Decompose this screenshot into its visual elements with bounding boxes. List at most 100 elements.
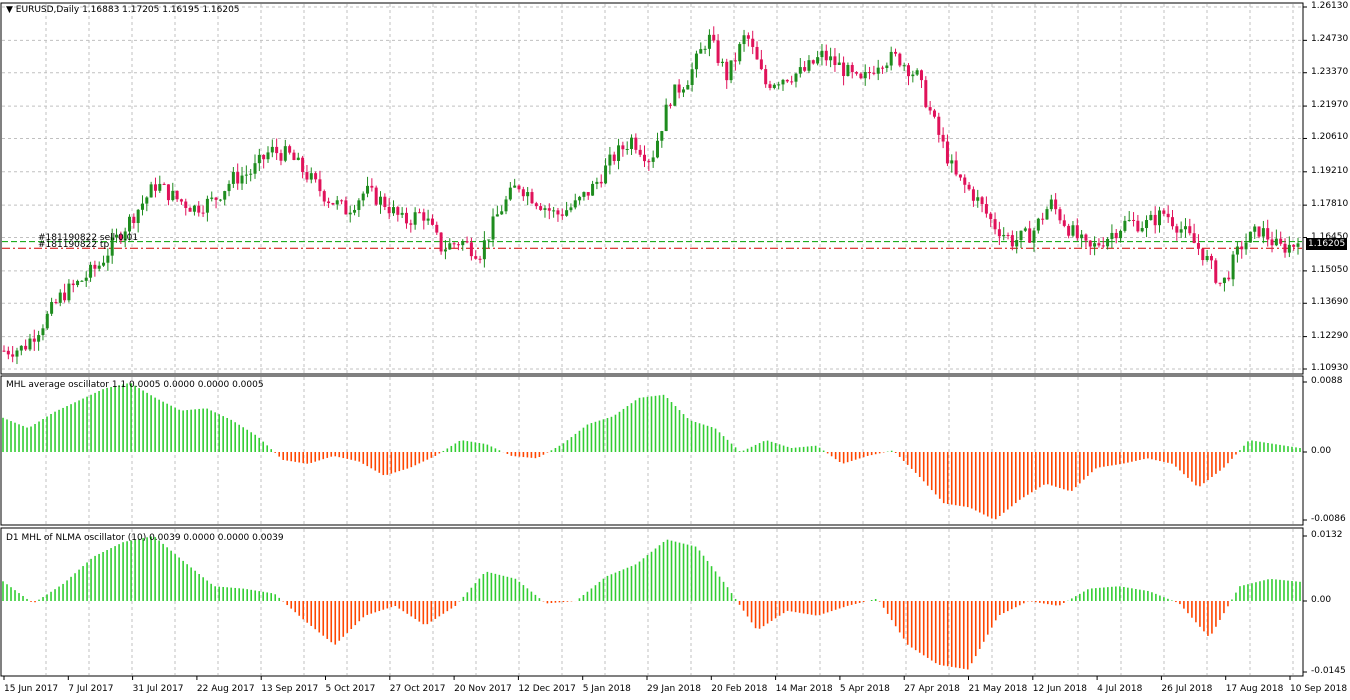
candle-body bbox=[253, 163, 257, 174]
candle-body bbox=[738, 44, 742, 62]
candle-body bbox=[318, 179, 322, 192]
chart-header: ▼ EURUSD,Daily 1.16883 1.17205 1.16195 1… bbox=[6, 5, 240, 15]
candle-body bbox=[1253, 226, 1257, 232]
candle-body bbox=[919, 70, 923, 81]
candle-body bbox=[192, 205, 196, 212]
time-label: 29 Jan 2018 bbox=[647, 684, 701, 694]
candle-body bbox=[980, 197, 984, 205]
candle-body bbox=[586, 192, 590, 196]
candle-body bbox=[97, 265, 101, 269]
candle-body bbox=[1028, 228, 1032, 243]
scale-label: 1.19210 bbox=[1311, 165, 1349, 176]
candle-body bbox=[1248, 231, 1252, 243]
candle-body bbox=[837, 62, 841, 65]
collapse-triangle-icon[interactable]: ▼ bbox=[6, 5, 13, 15]
candle-body bbox=[746, 35, 750, 39]
candle-body bbox=[889, 51, 893, 66]
candle-body bbox=[1062, 220, 1066, 226]
candle-body bbox=[604, 165, 608, 184]
candle-body bbox=[123, 231, 127, 241]
candle-body bbox=[673, 84, 677, 106]
time-label: 27 Oct 2017 bbox=[389, 684, 446, 694]
candle-body bbox=[798, 67, 802, 74]
candle-body bbox=[1145, 220, 1149, 229]
candle-body bbox=[703, 48, 707, 50]
candle-body bbox=[552, 210, 556, 212]
candle-body bbox=[1179, 229, 1183, 233]
candle-body bbox=[2, 350, 6, 352]
candle-body bbox=[391, 207, 395, 214]
candle-body bbox=[482, 240, 486, 260]
time-label: 17 Aug 2018 bbox=[1225, 684, 1284, 694]
candle-body bbox=[1201, 248, 1205, 261]
candle-body bbox=[863, 72, 867, 79]
candle-body bbox=[958, 174, 962, 178]
candle-body bbox=[967, 184, 971, 190]
candle-body bbox=[1002, 234, 1006, 237]
candle-body bbox=[1209, 255, 1213, 261]
candle-body bbox=[941, 134, 945, 142]
candle-body bbox=[928, 107, 932, 111]
scale-label: 0.00 bbox=[1311, 595, 1332, 605]
time-label: 14 Mar 2018 bbox=[775, 684, 833, 694]
scale-label: 0.00 bbox=[1311, 446, 1332, 456]
candle-body bbox=[487, 239, 491, 241]
candle-body bbox=[149, 184, 153, 198]
candle-body bbox=[1067, 225, 1071, 236]
candle-body bbox=[448, 243, 452, 250]
candle-body bbox=[24, 345, 28, 350]
candle-body bbox=[461, 241, 465, 246]
scale-label: 1.20610 bbox=[1311, 132, 1349, 143]
candle-body bbox=[1127, 219, 1131, 221]
current-price-box: 1.16205 bbox=[1306, 238, 1348, 250]
candle-body bbox=[1218, 282, 1222, 284]
candle-body bbox=[534, 203, 538, 207]
candle-body bbox=[859, 73, 863, 79]
candle-body bbox=[370, 185, 374, 188]
candle-body bbox=[478, 258, 482, 260]
candle-body bbox=[387, 206, 391, 214]
candle-body bbox=[452, 243, 456, 245]
candle-body bbox=[1166, 213, 1170, 218]
candle-body bbox=[469, 242, 473, 257]
osc2-title: D1 MHL of NLMA oscillator (10) 0.0039 0.… bbox=[6, 533, 284, 543]
candle-body bbox=[166, 184, 170, 201]
candle-body bbox=[612, 154, 616, 162]
candle-body bbox=[89, 264, 93, 278]
candle-body bbox=[413, 212, 417, 225]
candle-body bbox=[517, 185, 521, 190]
time-label: 27 Apr 2018 bbox=[904, 684, 960, 694]
candle-body bbox=[569, 207, 573, 211]
candle-body bbox=[716, 40, 720, 63]
time-label: 10 Sep 2018 bbox=[1290, 684, 1348, 694]
candle-body bbox=[915, 70, 919, 75]
candle-body bbox=[45, 313, 49, 329]
candle-body bbox=[578, 196, 582, 201]
candle-body bbox=[231, 172, 235, 184]
candle-body bbox=[37, 335, 41, 342]
candle-body bbox=[1192, 233, 1196, 244]
candle-body bbox=[526, 192, 530, 197]
candle-body bbox=[1214, 260, 1218, 283]
candle-body bbox=[262, 154, 266, 160]
order-tp-label: #181190822 tp bbox=[38, 240, 110, 250]
candle-body bbox=[1244, 242, 1248, 250]
candle-body bbox=[257, 154, 261, 164]
candle-body bbox=[110, 237, 114, 256]
candle-body bbox=[777, 84, 781, 86]
time-label: 12 Jun 2018 bbox=[1032, 684, 1087, 694]
candle-body bbox=[80, 280, 84, 282]
candle-body bbox=[439, 232, 443, 252]
candle-body bbox=[1283, 243, 1287, 253]
candle-body bbox=[1149, 214, 1153, 221]
candle-body bbox=[902, 65, 906, 67]
candle-body bbox=[643, 154, 647, 162]
candle-body bbox=[357, 200, 361, 210]
candle-body bbox=[794, 73, 798, 82]
candle-body bbox=[179, 199, 183, 202]
candle-body bbox=[456, 244, 460, 246]
candle-body bbox=[136, 209, 140, 224]
candle-body bbox=[205, 198, 209, 213]
candle-body bbox=[15, 350, 19, 357]
